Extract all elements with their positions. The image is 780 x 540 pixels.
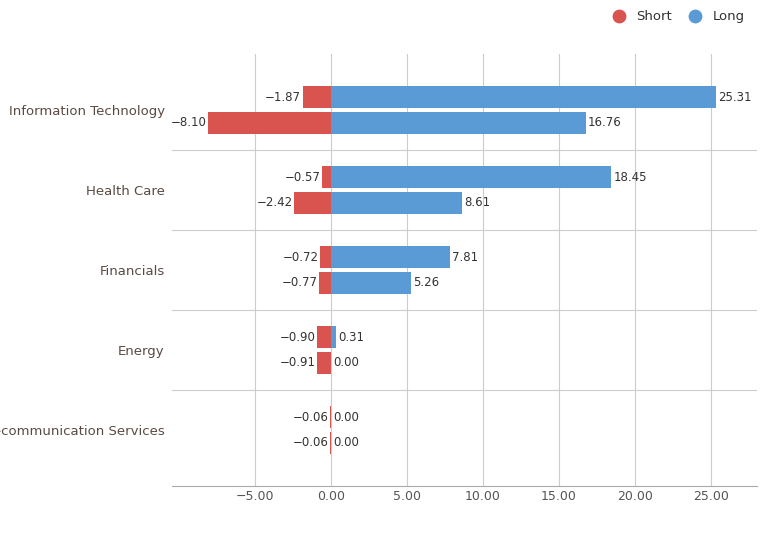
Bar [317, 352, 332, 374]
Text: 8.61: 8.61 [464, 197, 491, 210]
Text: 0.00: 0.00 [333, 411, 360, 424]
Bar [332, 272, 411, 294]
Text: −0.06: −0.06 [292, 436, 328, 449]
Bar [321, 246, 332, 268]
Bar [208, 112, 332, 134]
Bar [317, 326, 332, 348]
Bar [332, 246, 450, 268]
Text: −8.10: −8.10 [171, 116, 207, 129]
Bar [332, 166, 612, 188]
Text: −1.87: −1.87 [265, 91, 301, 104]
Text: 7.81: 7.81 [452, 251, 478, 264]
Text: 18.45: 18.45 [614, 171, 647, 184]
Bar [332, 192, 462, 214]
Text: −0.57: −0.57 [285, 171, 321, 184]
Text: −0.90: −0.90 [280, 330, 316, 343]
Legend: Short, Long: Short, Long [601, 4, 750, 28]
Bar [332, 326, 336, 348]
Text: 5.26: 5.26 [413, 276, 439, 289]
Text: −0.91: −0.91 [280, 356, 316, 369]
Text: −0.77: −0.77 [282, 276, 318, 289]
Text: 0.00: 0.00 [333, 356, 360, 369]
Text: 0.00: 0.00 [333, 436, 360, 449]
Bar [332, 112, 586, 134]
Text: −0.06: −0.06 [292, 411, 328, 424]
Text: 16.76: 16.76 [588, 116, 622, 129]
Bar [322, 166, 332, 188]
Text: −0.72: −0.72 [282, 251, 319, 264]
Bar [330, 431, 332, 454]
Bar [332, 86, 716, 109]
Text: −2.42: −2.42 [257, 197, 292, 210]
Text: 0.31: 0.31 [339, 330, 364, 343]
Bar [294, 192, 332, 214]
Bar [303, 86, 331, 109]
Bar [330, 406, 332, 428]
Bar [320, 272, 331, 294]
Text: 25.31: 25.31 [718, 91, 751, 104]
